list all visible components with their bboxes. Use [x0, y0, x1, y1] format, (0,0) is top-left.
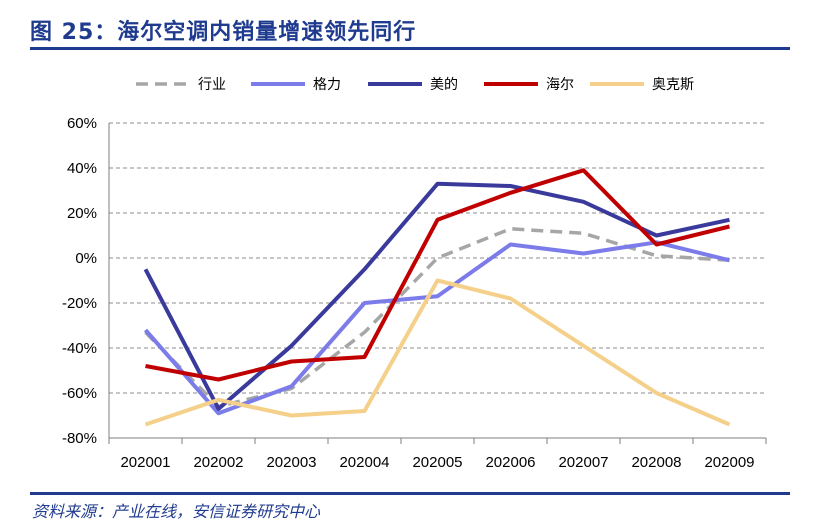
x-tick-label: 202009: [704, 454, 754, 471]
y-tick-label: 0%: [75, 250, 97, 267]
figure-title: 图 25：海尔空调内销量增速领先同行: [30, 20, 417, 45]
y-tick-label: 40%: [67, 160, 97, 177]
legend-label: 格力: [313, 77, 341, 93]
y-tick-label: -60%: [62, 385, 97, 402]
legend-label: 行业: [198, 77, 226, 93]
series-line: [144, 278, 731, 427]
x-tick-label: 202006: [485, 454, 535, 471]
y-tick-label: 20%: [67, 205, 97, 222]
source-note: 资料来源：产业在线，安信证券研究中心: [32, 502, 321, 521]
legend-label: 奥克斯: [652, 76, 694, 93]
series-line: [145, 168, 730, 382]
y-tick-label: -80%: [62, 430, 97, 447]
y-tick-label: -40%: [62, 340, 97, 357]
line-chart: 60% 40% 20% 0% -20% -40% -60% -80% 202001 202002 2…: [62, 76, 767, 471]
title-divider: [30, 47, 790, 50]
x-tick-label: 202002: [193, 454, 243, 471]
x-tick-label: 202008: [631, 454, 681, 471]
x-tick-label: 202005: [412, 454, 462, 471]
series-line: [143, 240, 730, 416]
series-line: [143, 181, 730, 411]
y-tick-label: 60%: [67, 115, 97, 132]
x-tick-label: 202003: [266, 454, 316, 471]
y-tick-label: -20%: [62, 295, 97, 312]
x-tick-label: 202001: [120, 454, 170, 471]
x-tick-label: 202007: [558, 454, 608, 471]
source-divider: [30, 492, 790, 495]
legend-label: 美的: [430, 77, 458, 93]
series-line: [144, 227, 730, 409]
x-tick-label: 202004: [339, 454, 389, 471]
legend-label: 海尔: [546, 77, 574, 93]
